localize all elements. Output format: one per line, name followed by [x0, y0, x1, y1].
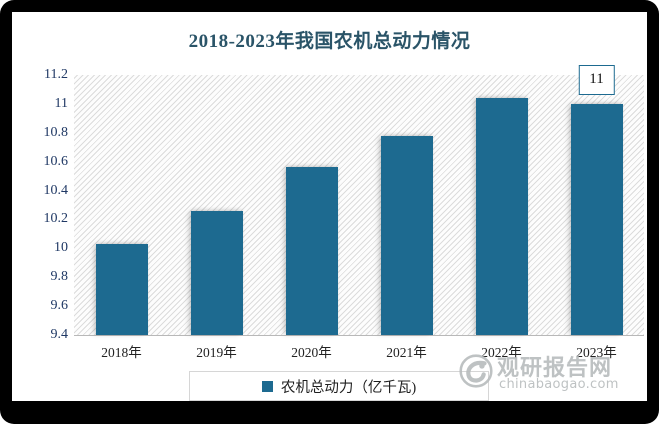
y-axis-tick-label: 10.8	[43, 124, 69, 140]
bar-slot: 11	[549, 64, 644, 335]
x-axis-tick-label: 2018年	[101, 345, 142, 360]
y-axis-tick-label: 9.6	[50, 298, 69, 314]
bar-slot	[264, 75, 359, 335]
y-axis-tick-label: 10.2	[43, 211, 69, 227]
bar[interactable]	[285, 167, 338, 335]
bar[interactable]	[570, 103, 623, 335]
x-axis: 2018年 2019年 2020年 2021年 2022年 2023年	[74, 341, 644, 365]
chart-legend[interactable]: 农机总动力（亿千瓦)	[189, 371, 489, 401]
x-axis-tick-label: 2021年	[386, 345, 427, 360]
bar-value-label: 11	[578, 64, 615, 95]
y-axis: 11.2 11 10.8 10.6 10.4 10.2 10 9.8 9.6 9.4	[12, 67, 69, 342]
page-title: 2018-2023年我国农机总动力情况	[188, 31, 471, 52]
bar-series: 11	[74, 64, 644, 335]
y-axis-tick-label: 11.2	[44, 67, 68, 82]
x-axis-tick-label: 2023年	[576, 345, 617, 360]
y-axis-tick-label: 9.4	[50, 327, 69, 342]
bar-slot	[454, 75, 549, 335]
x-axis-tick-label: 2019年	[196, 345, 237, 360]
plot-area	[74, 75, 644, 336]
bar-slot	[169, 75, 264, 335]
y-axis-tick-label: 9.8	[50, 269, 69, 285]
watermark-text-domain: chinabaogao.com	[499, 377, 619, 392]
y-axis-tick-label: 10.6	[43, 153, 69, 169]
x-axis-tick-label: 2022年	[481, 345, 522, 360]
y-axis-tick-label: 10	[54, 240, 68, 256]
bar-slot	[74, 75, 169, 335]
bar[interactable]	[475, 98, 528, 335]
bar[interactable]	[95, 244, 148, 335]
y-axis-tick-label: 10.4	[43, 182, 69, 198]
y-axis-tick-label: 11	[54, 95, 68, 111]
bar[interactable]	[380, 135, 433, 335]
chart-canvas: 2018-2023年我国农机总动力情况 11.2 11 10.8 10.6 10.4 10…	[12, 12, 647, 401]
x-axis-tick-label: 2020年	[291, 345, 332, 360]
bar[interactable]	[190, 210, 243, 335]
legend-swatch-icon	[261, 380, 273, 392]
legend-label: 农机总动力（亿千瓦)	[280, 379, 417, 396]
bar-slot	[359, 75, 454, 335]
